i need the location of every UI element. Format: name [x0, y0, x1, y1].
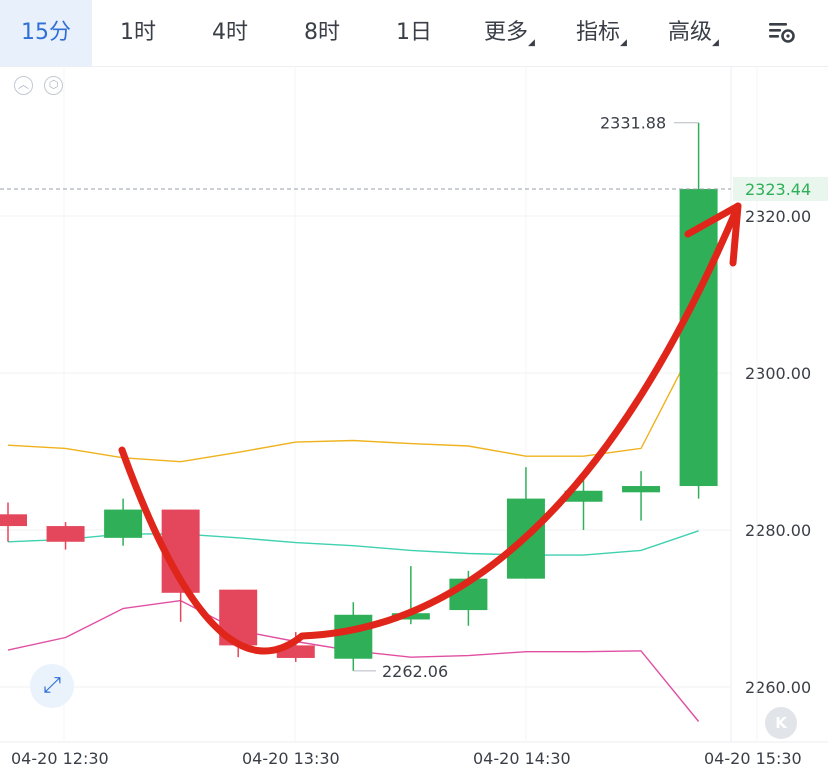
x-tick-label: 04-20 14:30 [473, 749, 571, 768]
dropdown-triangle-icon: ◢ [712, 38, 719, 48]
tab-15m-label: 15分 [21, 20, 71, 45]
tab-1d-label: 1日 [396, 20, 432, 45]
interval-tab-bar: 15分 1时 4时 8时 1日 更多 ◢ 指标 ◢ 高级 ◢ [0, 0, 828, 67]
back-to-latest-icon[interactable]: K [765, 707, 797, 739]
current-price-tag [733, 176, 828, 201]
x-tick-label: 04-20 13:30 [242, 749, 340, 768]
low-label: 2262.06 [382, 662, 448, 681]
expand-arrows-icon[interactable]: ⤢ [30, 664, 74, 708]
tab-advanced-label: 高级 [667, 20, 712, 45]
tab-8h[interactable]: 8时 [276, 0, 368, 66]
tab-8h-label: 8时 [304, 20, 340, 45]
candlestick-chart[interactable]: 2260.00 2280.00 2300.00 2320.00 04-20 12:30 0… [0, 66, 828, 776]
x-tick-label: 04-20 12:30 [11, 749, 109, 768]
tab-1h-label: 1时 [120, 20, 156, 45]
tab-15m[interactable]: 15分 [0, 0, 92, 66]
tab-indicators[interactable]: 指标 ◢ [552, 0, 644, 66]
indicator-gear-icon[interactable]: ⬡ [44, 76, 63, 95]
high-label: 2331.88 [600, 114, 666, 133]
chart-settings-icon[interactable] [736, 0, 828, 66]
candle-body [0, 514, 27, 527]
candle-body [679, 188, 718, 487]
collapse-up-icon[interactable]: ︿ [14, 76, 33, 95]
candle-body [391, 613, 430, 620]
y-tick-label: 2320.00 [745, 207, 811, 226]
dropdown-triangle-icon: ◢ [620, 38, 627, 48]
current-price-label: 2323.44 [745, 180, 811, 199]
candle-body [564, 490, 603, 502]
tab-1d[interactable]: 1日 [368, 0, 460, 66]
indicator-line [7, 336, 700, 463]
tab-more[interactable]: 更多 ◢ [460, 0, 552, 66]
tab-indicators-label: 指标 [575, 20, 620, 45]
back-to-latest-glyph: K [775, 714, 787, 732]
y-tick-label: 2300.00 [745, 364, 811, 383]
tab-4h[interactable]: 4时 [184, 0, 276, 66]
dropdown-triangle-icon: ◢ [528, 38, 535, 48]
tab-4h-label: 4时 [212, 20, 248, 45]
y-tick-label: 2280.00 [745, 521, 811, 540]
candle-body [46, 526, 85, 542]
annotation-arrow-shaft [118, 202, 742, 655]
annotation-arrow-head [684, 202, 742, 267]
x-tick-label: 04-20 15:30 [704, 749, 802, 768]
y-tick-label: 2260.00 [745, 678, 811, 697]
tab-1h[interactable]: 1时 [92, 0, 184, 66]
candle-body [104, 509, 143, 538]
candle-body [334, 614, 373, 659]
candle-body [622, 486, 661, 493]
tab-advanced[interactable]: 高级 ◢ [644, 0, 736, 66]
tab-more-label: 更多 [483, 20, 528, 45]
